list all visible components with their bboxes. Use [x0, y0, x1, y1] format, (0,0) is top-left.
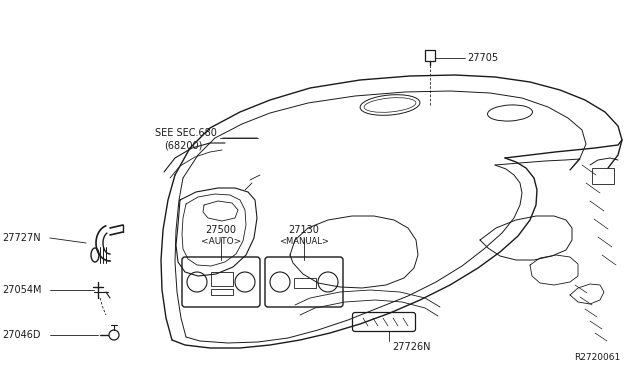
Text: 27046D: 27046D [2, 330, 40, 340]
Bar [294, 278, 316, 288]
Text: (68200): (68200) [164, 140, 202, 150]
Text: SEE SEC.680: SEE SEC.680 [155, 128, 217, 138]
Text: R2720061: R2720061 [573, 353, 620, 362]
Text: 27054M: 27054M [2, 285, 42, 295]
Text: 27705: 27705 [467, 53, 498, 63]
Text: <AUTO>: <AUTO> [201, 237, 241, 247]
Text: 27727N: 27727N [2, 233, 40, 243]
Bar [592, 168, 614, 184]
Bar [211, 272, 233, 286]
Text: 27130: 27130 [289, 225, 319, 235]
Text: 27500: 27500 [205, 225, 237, 235]
Text: <MANUAL>: <MANUAL> [279, 237, 329, 247]
Bar [211, 289, 233, 295]
Text: 27726N: 27726N [392, 342, 431, 352]
Bar [425, 50, 435, 61]
